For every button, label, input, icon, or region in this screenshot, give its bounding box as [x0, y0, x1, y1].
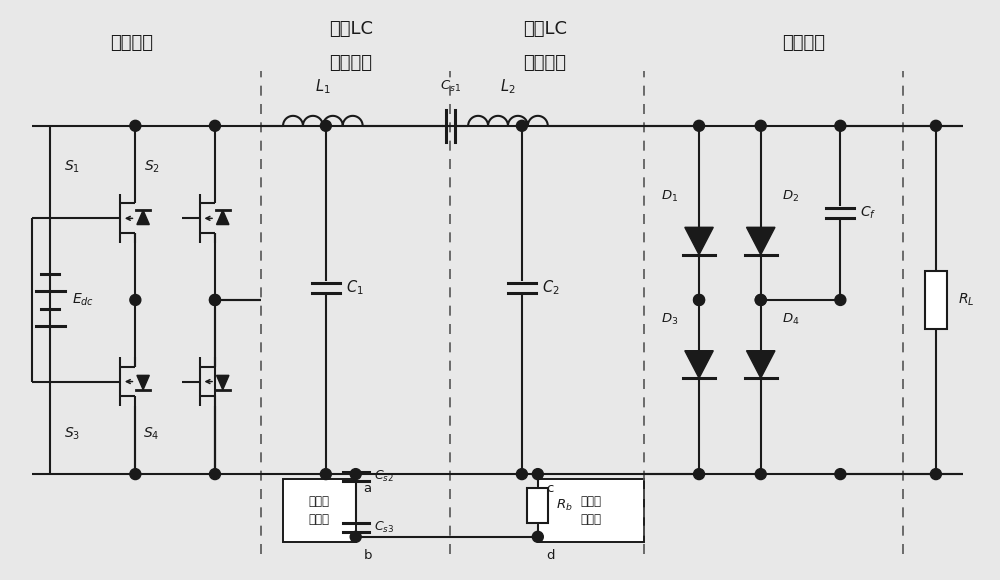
Circle shape [209, 295, 220, 306]
Text: a: a [364, 482, 372, 495]
Circle shape [755, 295, 766, 306]
Text: $D_4$: $D_4$ [782, 312, 799, 327]
Text: $C_{s1}$: $C_{s1}$ [440, 79, 461, 94]
Text: $D_2$: $D_2$ [782, 189, 799, 204]
Circle shape [532, 469, 543, 480]
Polygon shape [747, 351, 775, 378]
Text: $S_1$: $S_1$ [64, 158, 80, 175]
Circle shape [755, 120, 766, 131]
Text: $C_1$: $C_1$ [346, 278, 363, 298]
Bar [538, 479, 644, 542]
Text: c: c [546, 482, 553, 495]
Text: $C_{s3}$: $C_{s3}$ [374, 520, 394, 535]
Circle shape [209, 120, 220, 131]
Text: d: d [546, 549, 554, 562]
Circle shape [694, 120, 705, 131]
Circle shape [835, 469, 846, 480]
Circle shape [209, 469, 220, 480]
Text: $L_1$: $L_1$ [315, 77, 331, 96]
Polygon shape [685, 227, 713, 255]
Text: $C_{s2}$: $C_{s2}$ [374, 469, 394, 484]
Text: $R_b$: $R_b$ [556, 498, 572, 513]
Circle shape [755, 469, 766, 480]
Circle shape [930, 120, 941, 131]
Circle shape [516, 120, 527, 131]
Text: $C_f$: $C_f$ [860, 205, 877, 221]
Circle shape [835, 295, 846, 306]
Text: 第二LC: 第二LC [523, 20, 567, 38]
Text: 整流滤波: 整流滤波 [782, 34, 825, 52]
Text: 高频逆变: 高频逆变 [110, 34, 153, 52]
Circle shape [130, 120, 141, 131]
Circle shape [209, 295, 220, 306]
Text: $R_L$: $R_L$ [958, 292, 974, 308]
Circle shape [320, 469, 331, 480]
Text: $S_2$: $S_2$ [144, 158, 160, 175]
Text: $S_3$: $S_3$ [64, 425, 80, 441]
Polygon shape [685, 351, 713, 378]
Polygon shape [217, 210, 229, 224]
Circle shape [694, 295, 705, 306]
Circle shape [320, 120, 331, 131]
Text: $E_{dc}$: $E_{dc}$ [72, 292, 94, 308]
Circle shape [694, 295, 705, 306]
Circle shape [835, 120, 846, 131]
Text: $S_4$: $S_4$ [143, 425, 160, 441]
Polygon shape [137, 210, 149, 224]
Polygon shape [217, 375, 229, 390]
Circle shape [532, 531, 543, 542]
Text: 谐振网络: 谐振网络 [523, 54, 566, 72]
Circle shape [350, 531, 361, 542]
Text: $L_2$: $L_2$ [500, 77, 516, 96]
Text: b: b [364, 549, 372, 562]
Polygon shape [137, 375, 149, 390]
Polygon shape [747, 227, 775, 255]
Text: 第一LC: 第一LC [329, 20, 373, 38]
Circle shape [755, 295, 766, 306]
Circle shape [516, 469, 527, 480]
Circle shape [930, 469, 941, 480]
Circle shape [694, 469, 705, 480]
Text: 信号解
调接收: 信号解 调接收 [581, 495, 602, 526]
Bar [925, 271, 947, 329]
Text: $C_2$: $C_2$ [542, 278, 559, 298]
Text: $D_1$: $D_1$ [661, 189, 678, 204]
Bar [527, 488, 548, 523]
Circle shape [130, 295, 141, 306]
Text: 谐振网络: 谐振网络 [329, 54, 372, 72]
Circle shape [130, 469, 141, 480]
Text: 信号调
制发送: 信号调 制发送 [309, 495, 330, 526]
Bar [283, 479, 356, 542]
Text: $D_3$: $D_3$ [661, 312, 678, 327]
Circle shape [350, 469, 361, 480]
